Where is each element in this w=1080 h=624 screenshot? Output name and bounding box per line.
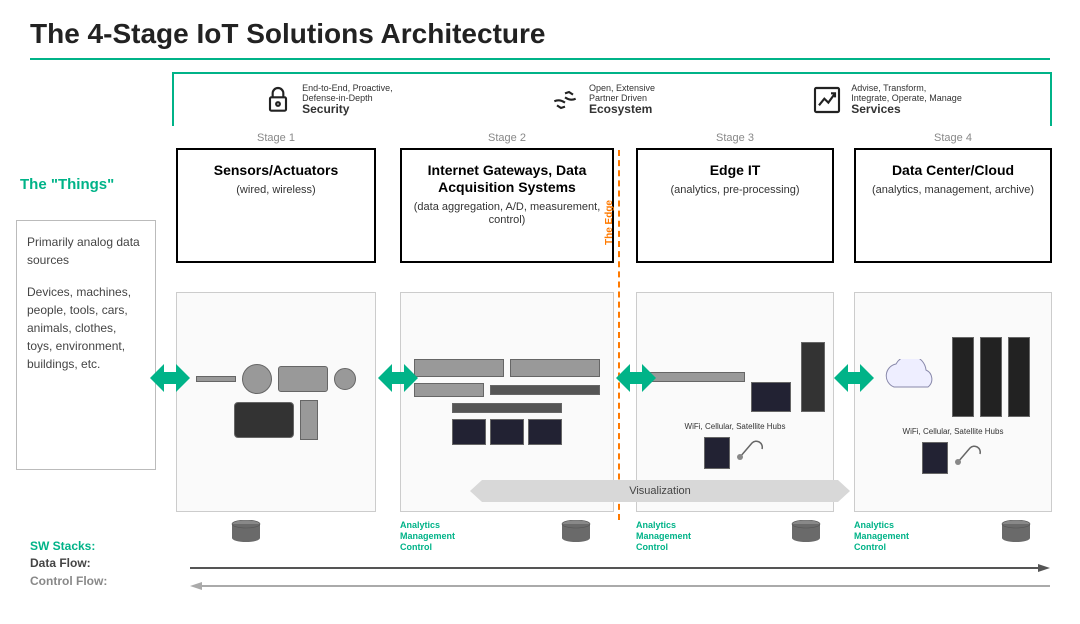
hands-icon xyxy=(549,84,581,116)
stage-label-1: Stage 1 xyxy=(176,132,376,144)
stage-label-3: Stage 3 xyxy=(636,132,834,144)
lock-icon xyxy=(262,84,294,116)
stage-image-2 xyxy=(400,292,614,512)
banner-ecosystem-text: Open, Extensive Partner Driven Ecosystem xyxy=(589,83,655,117)
flow-arrow-2 xyxy=(378,360,418,396)
stage-box-2: Internet Gateways, Data Acquisition Syst… xyxy=(400,148,614,263)
things-p1: Primarily analog data sources xyxy=(27,233,145,269)
edge-divider xyxy=(618,150,620,520)
stage-image-1 xyxy=(176,292,376,512)
sw-stacks-label: SW Stacks: xyxy=(30,538,107,555)
sw-stack-cylinder-3 xyxy=(790,520,822,542)
control-flow-arrow xyxy=(190,578,1050,588)
banner-security: End-to-End, Proactive, Defense-in-Depth … xyxy=(262,83,393,117)
chart-icon xyxy=(811,84,843,116)
data-flow-label: Data Flow: xyxy=(30,555,107,572)
stage-image-3: WiFi, Cellular, Satellite Hubs xyxy=(636,292,834,512)
stage-box-4: Data Center/Cloud(analytics, management,… xyxy=(854,148,1052,263)
banner-services: Advise, Transform, Integrate, Operate, M… xyxy=(811,83,962,117)
stage-label-4: Stage 4 xyxy=(854,132,1052,144)
data-flow-arrow xyxy=(190,560,1050,570)
bottom-labels: SW Stacks: Data Flow: Control Flow: xyxy=(30,538,107,590)
stage-box-3: Edge IT(analytics, pre-processing) xyxy=(636,148,834,263)
banner-services-text: Advise, Transform, Integrate, Operate, M… xyxy=(851,83,962,117)
page-title: The 4-Stage IoT Solutions Architecture xyxy=(0,0,1080,58)
flow-arrow-3 xyxy=(616,360,656,396)
edge-label: The Edge xyxy=(604,200,615,245)
sw-stack-cylinder-2 xyxy=(560,520,592,542)
stack-label-1: Analytics Management Control xyxy=(400,520,455,552)
stack-label-2: Analytics Management Control xyxy=(636,520,691,552)
stack-label-3: Analytics Management Control xyxy=(854,520,909,552)
things-box: Primarily analog data sources Devices, m… xyxy=(16,220,156,470)
things-heading: The "Things" xyxy=(20,176,114,193)
flow-arrow-4 xyxy=(834,360,874,396)
flow-arrow-1 xyxy=(150,360,190,396)
stage-label-2: Stage 2 xyxy=(400,132,614,144)
sw-stack-cylinder-1 xyxy=(230,520,262,542)
banner-security-text: End-to-End, Proactive, Defense-in-Depth … xyxy=(302,83,393,117)
title-underline xyxy=(30,58,1050,60)
things-p2: Devices, machines, people, tools, cars, … xyxy=(27,283,145,373)
stage-image-4: WiFi, Cellular, Satellite Hubs xyxy=(854,292,1052,512)
top-banner: End-to-End, Proactive, Defense-in-Depth … xyxy=(172,72,1052,126)
stage-box-1: Sensors/Actuators(wired, wireless) xyxy=(176,148,376,263)
sw-stack-cylinder-4 xyxy=(1000,520,1032,542)
control-flow-label: Control Flow: xyxy=(30,573,107,590)
visualization-bar: Visualization xyxy=(470,480,850,502)
banner-ecosystem: Open, Extensive Partner Driven Ecosystem xyxy=(549,83,655,117)
